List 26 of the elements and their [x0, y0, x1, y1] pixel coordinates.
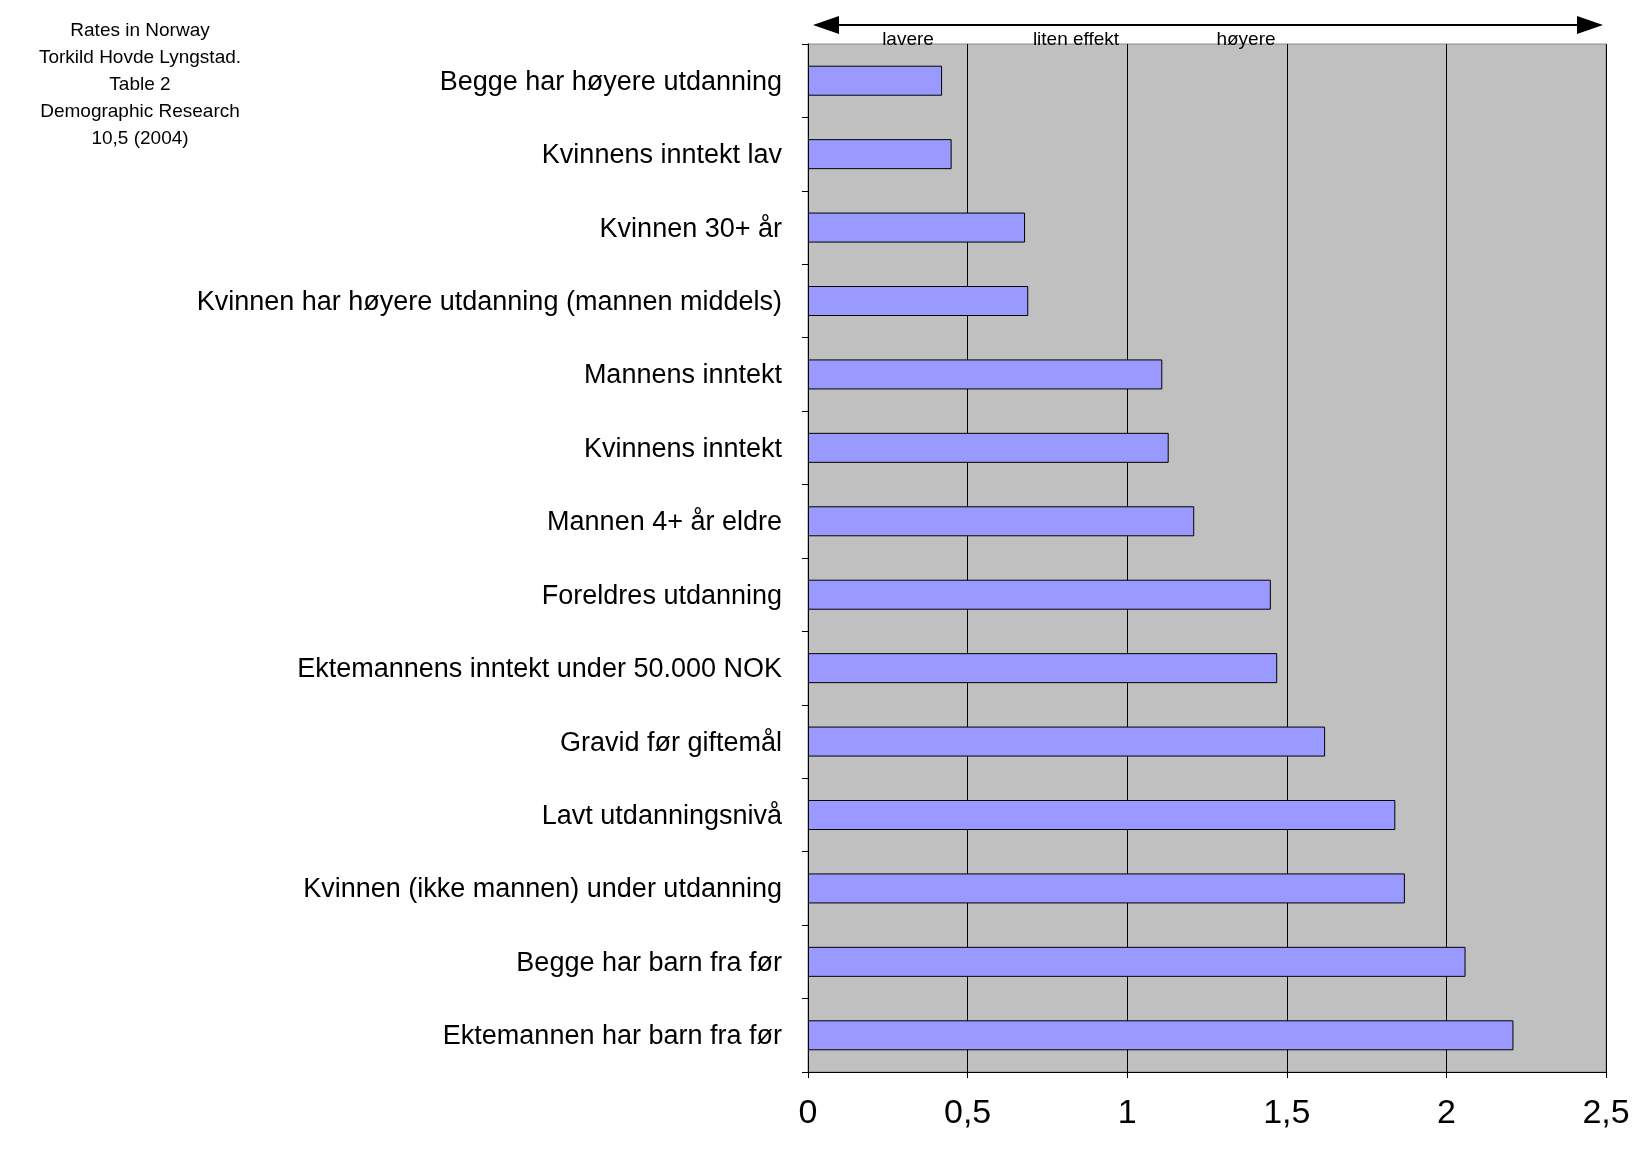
y-tick-label: Kvinnen 30+ år	[599, 212, 782, 243]
x-tick-label: 0	[798, 1092, 818, 1130]
bar	[808, 65, 943, 96]
bar	[808, 139, 952, 170]
y-tick-label: Begge har barn fra før	[516, 946, 782, 977]
annotation: lavere	[882, 28, 934, 49]
x-tick-label: 2	[1436, 1092, 1456, 1130]
y-tick-label: Ektemannens inntekt under 50.000 NOK	[297, 653, 782, 684]
text: Rates in Norway Torkild Hovde Lyngstad. Table 2 Demographic Research 10,5 (2004)	[38, 19, 242, 148]
x-tick-label: 1	[1117, 1092, 1137, 1130]
annotation: liten effekt	[1032, 28, 1120, 49]
x-tick-label: 0,5	[943, 1092, 992, 1130]
y-tick-label: Kvinnens inntekt	[583, 432, 783, 463]
y-tick-label: Foreldres utdanning	[541, 579, 782, 610]
x-tick-label: 1,5	[1263, 1092, 1311, 1130]
y-tick-label: Mannen 4+ år eldre	[547, 506, 782, 537]
y-tick-label: Kvinnens inntekt lav	[541, 139, 783, 170]
y-tick-label: Begge har høyere utdanning	[439, 65, 782, 96]
y-tick-label: Mannens inntekt	[583, 359, 783, 390]
annotation: høyere	[1216, 28, 1276, 49]
x-tick-label: 2,5	[1582, 1092, 1630, 1130]
y-tick-label: Lavt utdanningsnivå	[541, 800, 783, 830]
y-tick-label: Kvinnen har høyere utdanning (mannen middels)	[196, 286, 782, 316]
y-tick-label: Ektemannen har barn fra før	[442, 1020, 782, 1051]
y-tick-label: Gravid før giftemål	[559, 726, 782, 757]
y-tick-label: Kvinnen (ikke mannen) under utdanning	[303, 873, 782, 904]
